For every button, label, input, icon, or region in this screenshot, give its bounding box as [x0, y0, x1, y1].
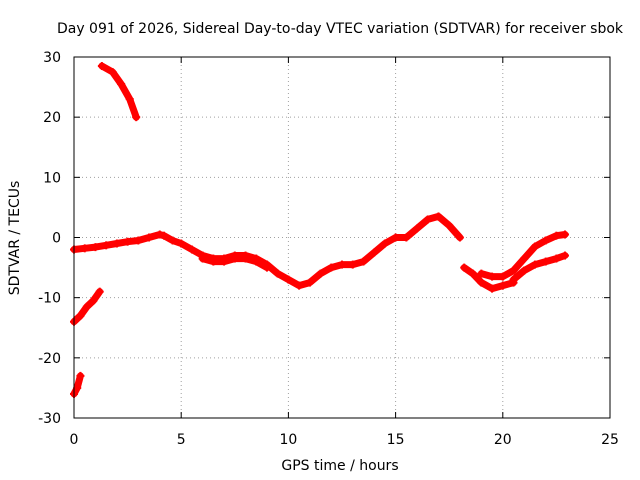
- y-tick-label: -10: [38, 291, 61, 307]
- y-tick-label: -20: [38, 351, 61, 367]
- x-tick-label: 25: [601, 432, 619, 448]
- y-tick-label: 20: [43, 110, 61, 126]
- x-tick-label: 5: [177, 432, 186, 448]
- y-tick-label: 10: [43, 170, 61, 186]
- y-tick-label: 0: [52, 231, 61, 247]
- y-tick-label: -30: [38, 411, 61, 427]
- chart-title: Day 091 of 2026, Sidereal Day-to-day VTE…: [57, 21, 624, 37]
- x-axis-label: GPS time / hours: [281, 458, 398, 474]
- axis-ticks: 0 5 10 15 20 25 30 20 10 0 -10 -20 -30: [38, 50, 619, 448]
- y-tick-label: 30: [43, 50, 61, 66]
- x-tick-label: 20: [494, 432, 512, 448]
- series-arc-4: [70, 212, 464, 290]
- x-tick-label: 15: [387, 432, 405, 448]
- y-axis-label: SDTVAR / TECUs: [7, 181, 23, 296]
- data-series: [70, 62, 569, 398]
- x-tick-label: 0: [70, 432, 79, 448]
- series-arc-1: [98, 62, 140, 121]
- x-tick-label: 10: [279, 432, 297, 448]
